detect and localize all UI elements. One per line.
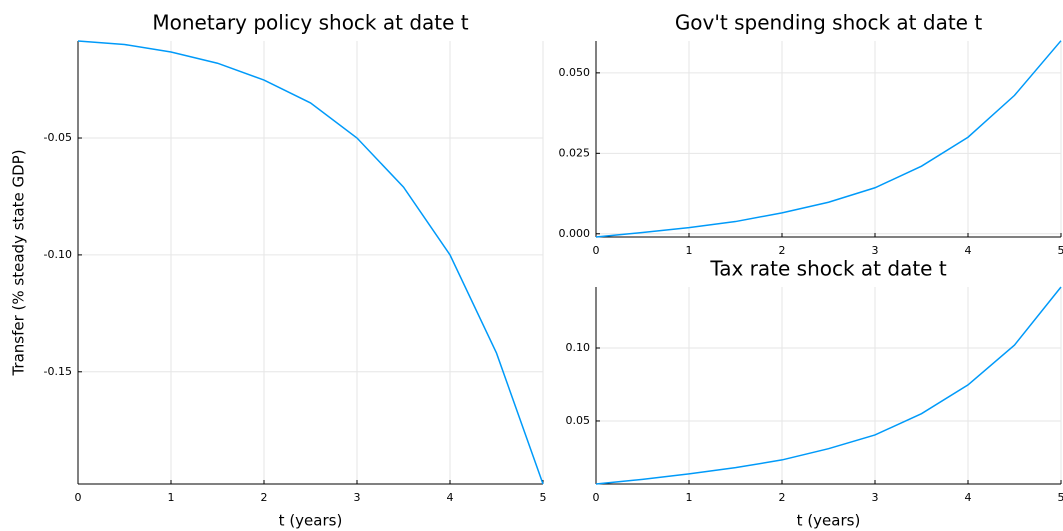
x-tick-label: 3: [872, 244, 879, 257]
y-tick-label: 0.000: [559, 227, 591, 240]
x-tick-label: 4: [965, 491, 972, 504]
y-axis-label: Transfer (% steady state GDP): [10, 149, 28, 376]
x-tick-label: 2: [779, 491, 786, 504]
x-tick-label: 3: [872, 491, 879, 504]
x-tick-label: 0: [75, 491, 82, 504]
x-tick-label: 2: [779, 244, 786, 257]
line-series: [77, 40, 544, 485]
y-tick-label: -0.10: [44, 248, 72, 261]
y-tick-label: -0.05: [44, 131, 72, 144]
line-series: [595, 286, 1062, 485]
y-tick-label: 0.025: [559, 146, 591, 159]
x-tick-label: 0: [593, 244, 600, 257]
x-tick-label: 0: [593, 491, 600, 504]
chart-title: Gov't spending shock at date t: [675, 11, 983, 35]
x-axis-label: t (years): [797, 512, 861, 530]
x-tick-label: 5: [540, 491, 547, 504]
x-tick-label: 1: [168, 491, 175, 504]
x-tick-label: 4: [447, 491, 454, 504]
line-series: [595, 40, 1062, 238]
chart-title: Monetary policy shock at date t: [152, 11, 468, 35]
x-tick-label: 5: [1058, 491, 1063, 504]
x-axis-label: t (years): [279, 512, 343, 530]
x-tick-label: 2: [261, 491, 268, 504]
y-tick-label: 0.05: [566, 414, 591, 427]
y-tick-label: -0.15: [44, 365, 72, 378]
x-tick-label: 1: [686, 244, 693, 257]
x-tick-label: 3: [354, 491, 361, 504]
x-tick-label: 1: [686, 491, 693, 504]
x-tick-label: 4: [965, 244, 972, 257]
y-tick-label: 0.10: [566, 341, 591, 354]
x-tick-label: 5: [1058, 244, 1063, 257]
chart-title: Tax rate shock at date t: [709, 257, 947, 281]
y-tick-label: 0.050: [559, 66, 591, 79]
